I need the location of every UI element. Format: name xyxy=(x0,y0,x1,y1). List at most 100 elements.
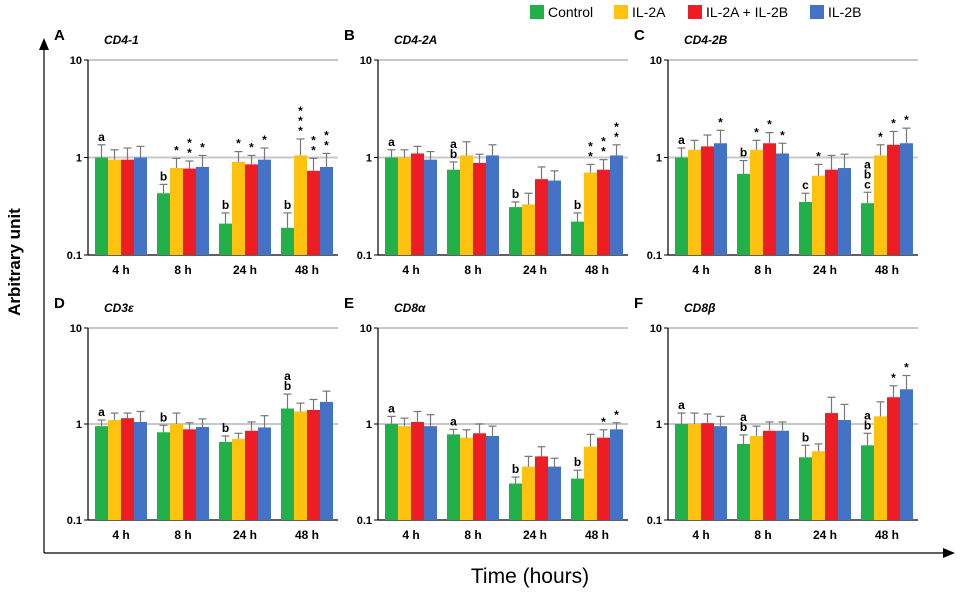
bar-control xyxy=(219,223,232,255)
bar-il-2a-il-2b xyxy=(473,433,486,520)
significance-mark: * xyxy=(311,143,316,157)
bar-il-2a xyxy=(170,168,183,255)
x-tick-label: 8 h xyxy=(464,263,481,277)
bar-il-2a-il-2b xyxy=(183,168,196,255)
bar-il-2b xyxy=(424,159,437,255)
group-letter: b xyxy=(160,169,167,183)
bar-il-2a-il-2b xyxy=(121,418,134,520)
x-tick-label: 8 h xyxy=(174,528,191,542)
bar-control xyxy=(571,221,584,255)
bar-il-2a-il-2b xyxy=(535,179,548,255)
significance-mark: * xyxy=(601,135,606,149)
significance-mark: * xyxy=(718,115,723,129)
bar-il-2a xyxy=(170,424,183,520)
bar-il-2a xyxy=(232,438,245,520)
group-letter: b xyxy=(512,187,519,201)
y-tick-label: 10 xyxy=(70,323,82,335)
bar-il-2a-il-2b xyxy=(245,164,258,255)
significance-mark: * xyxy=(891,116,896,130)
x-tick-label: 24 h xyxy=(813,528,837,542)
significance-mark: * xyxy=(174,143,179,157)
bar-il-2b xyxy=(776,153,789,255)
bar-il-2b xyxy=(258,427,271,520)
y-tick-label: 1 xyxy=(76,419,82,431)
bar-il-2a-il-2b xyxy=(887,397,900,520)
bar-control xyxy=(861,445,874,520)
group-letter: a xyxy=(864,157,871,171)
group-letter: a xyxy=(388,401,395,415)
group-letter: a xyxy=(678,133,685,147)
bar-il-2b xyxy=(320,401,333,520)
bar-control xyxy=(675,157,688,255)
significance-mark: * xyxy=(324,138,329,152)
bar-il-2b xyxy=(486,435,499,520)
group-letter: b xyxy=(802,430,809,444)
bar-control xyxy=(281,408,294,520)
bar-il-2a xyxy=(812,175,825,255)
y-tick-label: 1 xyxy=(656,419,662,431)
significance-mark: * xyxy=(236,137,241,151)
bar-control xyxy=(675,424,688,520)
y-tick-label: 1 xyxy=(366,419,372,431)
legend-swatch-control xyxy=(530,5,544,19)
significance-mark: * xyxy=(780,128,785,142)
bar-il-2b xyxy=(134,157,147,255)
significance-mark: * xyxy=(187,146,192,160)
bar-il-2b xyxy=(776,430,789,520)
bar-il-2a xyxy=(874,155,887,255)
significance-mark: * xyxy=(767,118,772,132)
legend: Control IL-2A IL-2A + IL-2B IL-2B xyxy=(530,4,861,20)
significance-mark: * xyxy=(200,140,205,154)
significance-mark: * xyxy=(324,128,329,142)
group-letter: b xyxy=(512,462,519,476)
bar-il-2b xyxy=(714,143,727,255)
y-tick-label: 0.1 xyxy=(67,250,82,262)
x-tick-label: 8 h xyxy=(754,528,771,542)
x-tick-label: 4 h xyxy=(402,528,419,542)
y-tick-label: 0.1 xyxy=(357,250,372,262)
significance-mark: * xyxy=(614,120,619,134)
bar-il-2a xyxy=(108,159,121,255)
bar-il-2a-il-2b xyxy=(825,413,838,520)
group-letter: b xyxy=(574,198,581,212)
bar-control xyxy=(799,201,812,255)
bar-il-2a xyxy=(294,155,307,255)
panel-e: E CD8α 0.1 1 10 4 h a 8 h a 24 h b 48 h b * * xyxy=(344,295,628,542)
bar-il-2b xyxy=(258,159,271,255)
panel-title: CD8α xyxy=(394,301,426,315)
bar-il-2a-il-2b xyxy=(245,430,258,520)
bar-il-2a-il-2b xyxy=(411,153,424,255)
x-tick-label: 48 h xyxy=(585,263,609,277)
x-tick-label: 4 h xyxy=(112,528,129,542)
bar-il-2a-il-2b xyxy=(763,430,776,520)
bar-il-2a-il-2b xyxy=(121,159,134,255)
significance-mark: * xyxy=(904,361,909,375)
y-tick-label: 1 xyxy=(76,153,82,165)
y-tick-label: 10 xyxy=(360,323,372,335)
bar-control xyxy=(509,207,522,255)
bar-il-2a xyxy=(688,149,701,255)
panel-letter: A xyxy=(54,27,65,44)
bar-il-2a xyxy=(812,451,825,520)
bar-il-2a xyxy=(750,149,763,255)
bar-il-2a-il-2b xyxy=(701,146,714,255)
bar-control xyxy=(571,478,584,520)
group-letter: a xyxy=(98,130,105,144)
bar-il-2a-il-2b xyxy=(763,143,776,255)
group-letter: b xyxy=(160,410,167,424)
bar-il-2a-il-2b xyxy=(887,144,900,255)
significance-mark: * xyxy=(187,136,192,150)
legend-label-il2a-il2b: IL-2A + IL-2B xyxy=(706,4,788,20)
panel-title: CD4-2A xyxy=(394,33,437,47)
bar-il-2a xyxy=(750,435,763,520)
group-letter: a xyxy=(450,414,457,428)
bar-il-2a xyxy=(460,437,473,520)
bar-il-2a-il-2b xyxy=(307,170,320,255)
significance-mark: * xyxy=(311,133,316,147)
y-tick-label: 1 xyxy=(366,153,372,165)
legend-label-il2b: IL-2B xyxy=(828,4,861,20)
x-tick-label: 24 h xyxy=(813,263,837,277)
significance-mark: * xyxy=(601,145,606,159)
